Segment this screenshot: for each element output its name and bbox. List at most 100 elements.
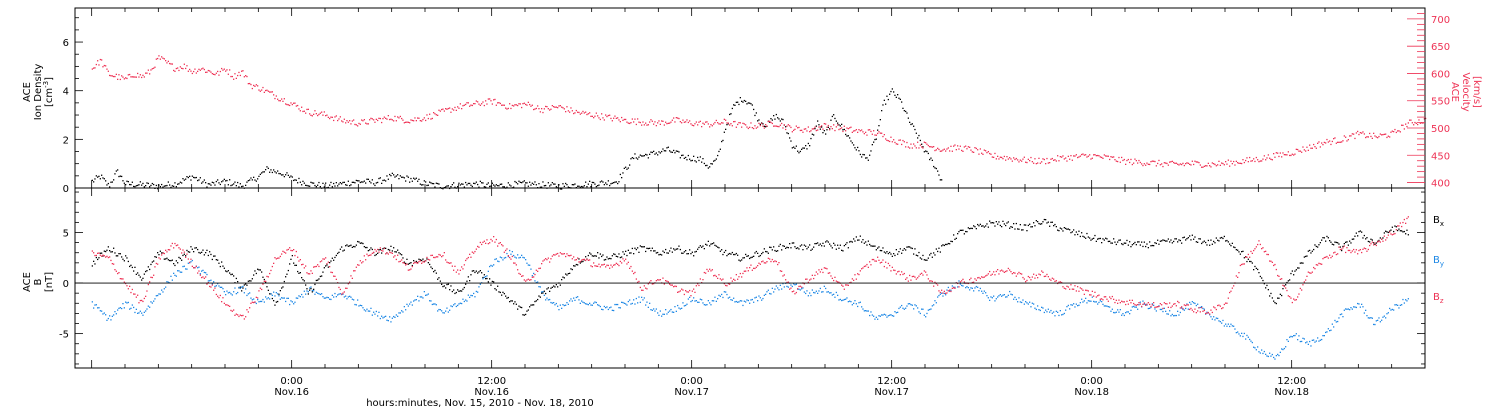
velocity-point xyxy=(622,119,624,121)
density-point xyxy=(141,184,143,186)
velocity-point xyxy=(247,83,249,85)
bz-point xyxy=(305,265,307,267)
velocity-point xyxy=(121,75,123,77)
bz-point xyxy=(702,279,704,281)
density-point xyxy=(342,181,344,184)
bz-point xyxy=(533,276,535,278)
velocity-point xyxy=(679,121,681,123)
by-point xyxy=(663,313,665,315)
by-point xyxy=(517,254,519,256)
bx-point xyxy=(91,265,93,267)
by-point xyxy=(921,308,923,310)
bz-point xyxy=(779,270,781,272)
velocity-point xyxy=(1410,119,1412,121)
density-point xyxy=(253,176,255,178)
by-point xyxy=(482,278,484,280)
velocity-point xyxy=(270,91,272,93)
bx-point xyxy=(1039,223,1041,225)
velocity-point xyxy=(761,122,763,125)
density-point xyxy=(313,182,315,184)
by-point xyxy=(934,300,936,302)
bx-point xyxy=(371,248,373,251)
density-point xyxy=(137,184,139,187)
by-point xyxy=(1374,323,1376,326)
bx-point xyxy=(154,256,156,258)
by-point xyxy=(1127,311,1129,313)
by-point xyxy=(625,303,627,305)
bx-point xyxy=(959,229,961,231)
bx-point xyxy=(905,249,907,251)
density-point xyxy=(399,175,401,177)
bz-point xyxy=(1353,248,1355,251)
bz-point xyxy=(466,258,468,260)
density-point xyxy=(625,166,627,168)
by-point xyxy=(574,299,576,301)
by-point xyxy=(1337,320,1339,323)
by-point xyxy=(1334,319,1336,322)
by-point xyxy=(311,289,313,292)
bz-point xyxy=(643,285,645,287)
velocity-point xyxy=(1370,135,1372,138)
bx-point xyxy=(771,249,773,251)
by-point xyxy=(717,298,719,300)
bx-point xyxy=(854,240,856,242)
velocity-point xyxy=(1133,162,1135,164)
bz-point xyxy=(951,287,953,289)
bz-point xyxy=(275,258,277,260)
density-point xyxy=(371,179,373,181)
velocity-point xyxy=(1369,132,1371,135)
velocity-point xyxy=(593,117,595,119)
bx-point xyxy=(842,250,844,252)
velocity-point xyxy=(906,141,908,144)
velocity-point xyxy=(693,125,695,127)
density-point xyxy=(131,181,133,183)
density-point xyxy=(599,181,601,183)
bx-point xyxy=(1085,237,1087,239)
bz-point xyxy=(309,273,311,275)
density-point xyxy=(682,154,684,156)
velocity-point xyxy=(1178,164,1180,166)
by-point xyxy=(1378,317,1380,319)
velocity-point xyxy=(454,106,456,109)
velocity-point xyxy=(785,128,787,131)
by-point xyxy=(209,280,211,282)
legend-bz: Bz xyxy=(1433,292,1444,305)
by-point xyxy=(475,290,477,293)
density-point xyxy=(665,150,667,152)
by-point xyxy=(458,303,460,305)
density-point xyxy=(121,175,123,178)
velocity-point xyxy=(1303,149,1305,151)
by-point xyxy=(134,311,136,314)
bx-point xyxy=(789,243,791,245)
velocity-point xyxy=(1222,162,1224,165)
bz-point xyxy=(1070,284,1072,286)
by-point xyxy=(617,303,619,306)
bx-point xyxy=(1185,239,1187,241)
bx-point xyxy=(831,247,833,249)
bx-point xyxy=(521,306,523,309)
by-point xyxy=(537,281,539,283)
density-point xyxy=(803,147,805,149)
velocity-point xyxy=(281,98,283,100)
bz-point xyxy=(1298,293,1300,295)
bz-point xyxy=(345,287,347,289)
bz-point xyxy=(1387,234,1389,236)
density-point xyxy=(765,126,767,128)
by-point xyxy=(1345,308,1347,310)
bx-point xyxy=(877,247,879,249)
by-point xyxy=(1322,335,1324,337)
velocity-point xyxy=(529,103,531,106)
by-point xyxy=(1070,304,1072,306)
bz-point xyxy=(195,265,197,268)
bx-point xyxy=(1239,253,1241,255)
bx-point xyxy=(1154,242,1156,244)
velocity-point xyxy=(1138,159,1140,162)
bx-point xyxy=(1253,269,1255,271)
velocity-point xyxy=(971,151,973,153)
by-point xyxy=(386,319,388,321)
bx-point xyxy=(535,300,537,302)
by-point xyxy=(821,291,823,293)
density-point xyxy=(757,120,759,122)
density-point xyxy=(382,179,384,182)
bx-point xyxy=(250,280,252,282)
